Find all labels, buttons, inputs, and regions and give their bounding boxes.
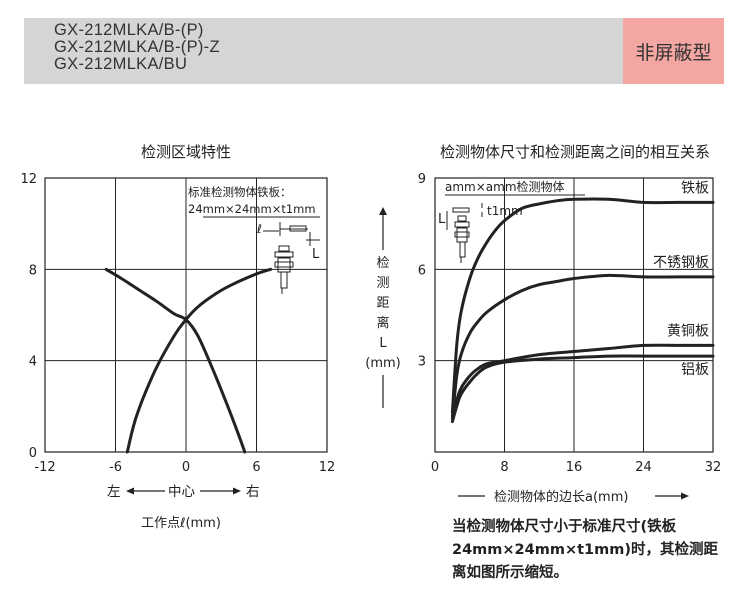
y-tick-label: 3 — [418, 355, 426, 370]
y-label-char: 检 — [376, 256, 389, 271]
model-name: GX-212MLKA/B-(P)-Z — [54, 38, 220, 56]
grid — [434, 177, 714, 453]
sensor-illustration-icon — [445, 194, 585, 263]
model-list: GX-212MLKA/B-(P) GX-212MLKA/B-(P)-Z GX-2… — [54, 22, 220, 73]
y-tick-label: 0 — [29, 446, 37, 461]
x-tick-label: 0 — [182, 460, 190, 475]
chart-title: 检测物体尺寸和检测距离之间的相互关系 — [440, 143, 710, 161]
y-label-char: L — [379, 336, 387, 351]
y-tick-label: 12 — [20, 172, 37, 187]
direction-left: 左 — [107, 484, 121, 500]
tick-labels: 0 8 16 24 32 3 6 9 — [418, 172, 722, 475]
series-label: 铁板 — [681, 180, 709, 196]
x-tick-label: 32 — [705, 460, 722, 475]
series-line — [450, 197, 715, 414]
series-label: 不锈钢板 — [653, 255, 709, 271]
l-symbol-label: ℓ — [256, 222, 262, 236]
series-label: 铝板 — [681, 362, 709, 378]
y-tick-label: 4 — [29, 355, 37, 370]
detection-curve — [104, 267, 247, 454]
series-lines — [104, 267, 273, 454]
x-axis-arrowhead — [681, 492, 689, 500]
x-tick-label: 0 — [431, 460, 439, 475]
y-label-char: (mm) — [365, 356, 400, 371]
series-line — [450, 273, 715, 420]
y-label-char: 离 — [376, 315, 389, 331]
sensor-illustration-icon — [203, 216, 320, 294]
y-label-char: 测 — [376, 276, 389, 291]
x-tick-label: 8 — [500, 460, 508, 475]
y-label-char: 距 — [376, 296, 389, 311]
x-axis-label: 检测物体的边长a(mm) — [494, 489, 628, 505]
x-tick-label: 6 — [252, 460, 260, 475]
model-name: GX-212MLKA/BU — [54, 55, 188, 73]
series-label: 黄铜板 — [667, 322, 709, 339]
x-tick-label: 24 — [635, 460, 652, 475]
x-tick-label: -12 — [34, 460, 55, 475]
x-tick-label: 12 — [319, 460, 336, 475]
model-name: GX-212MLKA/B-(P) — [54, 21, 204, 39]
x-axis-label: 工作点ℓ(mm) — [141, 516, 221, 531]
y-tick-label: 6 — [418, 263, 426, 278]
detection-curve — [125, 267, 273, 454]
model-header: GX-212MLKA/B-(P) GX-212MLKA/B-(P)-Z GX-2… — [24, 18, 724, 84]
L-symbol-label: L — [312, 247, 320, 262]
tick-labels: -12 -6 0 6 12 0 4 8 12 — [20, 172, 335, 475]
x-tick-label: -6 — [109, 460, 122, 475]
x-tick-label: 16 — [566, 460, 583, 475]
detection-area-chart: 检测区域特性 -12 -6 0 6 12 0 4 8 12 标准检测物体铁板： 24mm×24m… — [20, 143, 335, 531]
direction-center: 中心 — [168, 484, 195, 500]
footnote: 当检测物体尺寸小于标准尺寸(铁板24mm×24mm×t1mm)时，其检测距离如图… — [452, 519, 718, 581]
shield-type-tag: 非屏蔽型 — [623, 18, 724, 84]
series-lines — [450, 197, 715, 424]
direction-arrows — [126, 487, 241, 495]
y-tick-label: 8 — [29, 263, 37, 278]
object-annotation: amm×amm检测物体 — [445, 179, 565, 194]
series-line — [450, 354, 715, 424]
size-vs-distance-chart: 检测物体尺寸和检测距离之间的相互关系 0 8 16 24 32 3 6 9 铁板不锈钢板黄铜板… — [365, 143, 721, 505]
y-tick-label: 9 — [418, 172, 426, 187]
annotation-title: 标准检测物体铁板： — [188, 185, 292, 199]
grid — [44, 177, 328, 453]
y-axis-arrowhead — [379, 207, 387, 215]
L-symbol-label: L — [438, 212, 446, 227]
annotation-size: 24mm×24mm×t1mm — [188, 202, 316, 216]
thickness-annotation: t1mm — [487, 204, 523, 218]
direction-right: 右 — [246, 484, 260, 500]
chart-title: 检测区域特性 — [141, 143, 231, 161]
